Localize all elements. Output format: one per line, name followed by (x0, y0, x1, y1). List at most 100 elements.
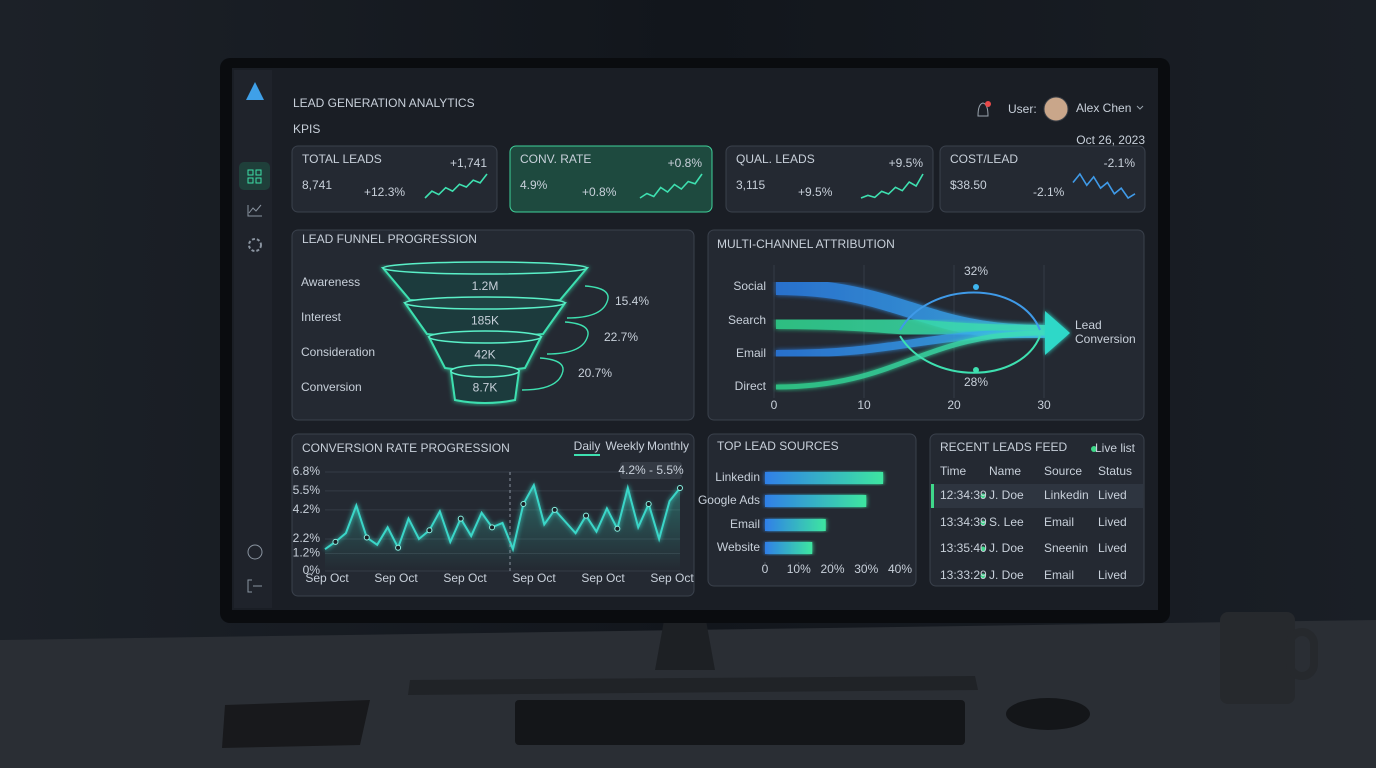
sparkline (1072, 172, 1136, 200)
cell: Lived (1098, 568, 1127, 582)
column-header: Name (989, 464, 1021, 478)
funnel-rim (382, 261, 588, 275)
point (489, 524, 496, 531)
panel (291, 145, 498, 213)
kpi-delta: -2.1% (1104, 156, 1136, 170)
x-tick-label: Sep Oct (512, 571, 556, 585)
funnel-value: 185K (471, 314, 499, 328)
flow-arrow (1045, 311, 1070, 355)
annotation: 28% (964, 375, 988, 389)
x-tick-label: Sep Oct (305, 571, 349, 585)
mug-handle (1286, 628, 1318, 680)
funnel-tier (449, 370, 521, 404)
funnel-stage: Interest (301, 310, 342, 324)
column-header: Source (1044, 464, 1082, 478)
row-dot (980, 546, 986, 552)
bell[interactable] (977, 102, 989, 117)
sparkline (860, 173, 924, 199)
flow-loop (899, 335, 1041, 374)
cell: Lived (1098, 541, 1127, 555)
panel-title: TOP LEAD SOURCES (717, 439, 839, 453)
row-dot (980, 520, 986, 526)
nav-logout[interactable] (247, 579, 252, 593)
panel-title: MULTI-CHANNEL ATTRIBUTION (717, 237, 895, 251)
row-accent (931, 484, 934, 508)
nav-help[interactable] (247, 544, 263, 560)
tab: Weekly (605, 439, 644, 453)
category-label: Website (717, 540, 760, 554)
point (457, 515, 464, 522)
tooltip-text: 4.2% - 5.5% (618, 463, 684, 477)
annotation-dot (973, 367, 979, 373)
x-tick-label: Sep Oct (374, 571, 418, 585)
flow (775, 330, 1046, 390)
tooltip (620, 462, 682, 479)
point (583, 512, 590, 519)
row-dot (980, 493, 986, 499)
x-tick-label: Sep Oct (581, 571, 625, 585)
x-tick-label: 10% (787, 562, 811, 576)
keyboard (515, 700, 965, 745)
nav-icon (247, 177, 254, 184)
cell: Linkedin (1044, 488, 1089, 502)
kpi-value: 8,741 (302, 178, 332, 192)
point (677, 485, 683, 492)
channel-label: Search (728, 313, 766, 327)
bar (765, 472, 884, 484)
mug (1220, 612, 1295, 704)
kpi-change: +9.5% (798, 185, 833, 199)
category-label: Email (730, 517, 760, 531)
sparkline (639, 173, 703, 199)
bar (765, 519, 826, 531)
y-tick-label: 6.8% (293, 464, 321, 478)
funnel-rim (404, 296, 566, 310)
nav-settings[interactable] (248, 238, 262, 252)
channel-label: Email (736, 346, 766, 360)
x-tick-label: 20 (947, 398, 961, 412)
x-tick-label: 40% (888, 562, 912, 576)
panel (725, 145, 934, 213)
y-tick-label: 4.2% (293, 502, 321, 516)
stand-neck (655, 615, 715, 670)
y-tick-label: 1.2% (293, 546, 321, 560)
panel-title: CONVERSION RATE PROGRESSION (302, 441, 510, 455)
nav-reports[interactable] (247, 205, 262, 217)
date: Oct 26, 2023 (1076, 133, 1145, 147)
funnel-value: 1.2M (472, 279, 499, 293)
user-name[interactable]: Alex Chen (1076, 101, 1131, 115)
tab: Monthly (647, 439, 689, 453)
funnel-arrow (546, 321, 589, 355)
nav-dashboard[interactable] (239, 162, 270, 190)
panel (929, 433, 1145, 587)
kpi-label: TOTAL LEADS (302, 152, 382, 166)
nav-reports-icon (248, 204, 262, 214)
row-highlight (931, 484, 1143, 508)
logo (246, 82, 264, 100)
kpi-change: -2.1% (1033, 185, 1065, 199)
panel-title: RECENT LEADS FEED (940, 440, 1067, 454)
flow-loop (899, 291, 1041, 331)
live-dot (1091, 446, 1097, 452)
y-tick-label: 5.5% (293, 483, 321, 497)
bar (765, 542, 813, 554)
panel (509, 145, 713, 213)
cell: 13:33:29 (940, 568, 987, 582)
x-tick-label: Sep Oct (443, 571, 487, 585)
cell: J. Doe (989, 541, 1024, 555)
row-dot (980, 573, 986, 579)
live-label: Live list (1095, 441, 1136, 455)
nav-icon (255, 169, 262, 176)
channel-label: Social (733, 279, 766, 293)
user-menu[interactable] (1136, 105, 1144, 110)
avatar[interactable] (1043, 96, 1069, 122)
title: LEAD GENERATION ANALYTICS (293, 96, 475, 110)
funnel-rim (428, 330, 542, 344)
point (363, 534, 370, 541)
kpi-delta: +1,741 (450, 156, 487, 170)
cell: Email (1044, 568, 1074, 582)
funnel-stage: Conversion (301, 380, 362, 394)
kpi-label: CONV. RATE (520, 152, 591, 166)
panel (939, 145, 1146, 213)
funnel-stage: Awareness (301, 275, 360, 289)
